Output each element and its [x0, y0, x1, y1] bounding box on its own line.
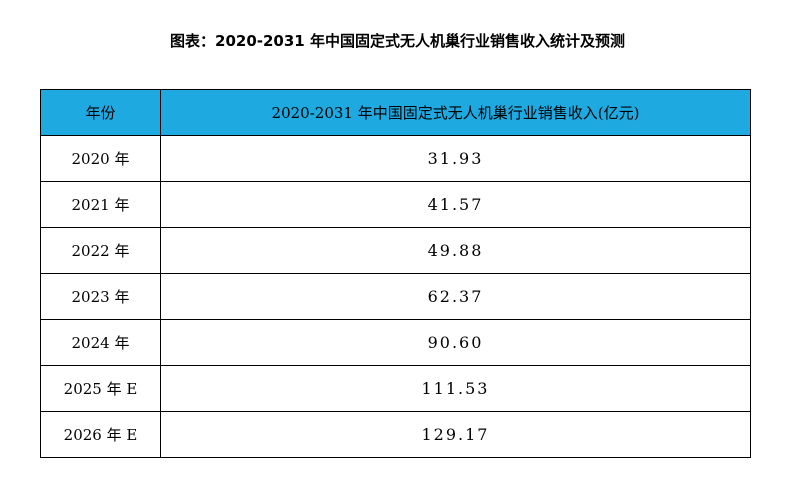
table-header: 年份 2020-2031 年中国固定式无人机巢行业销售收入(亿元) [40, 89, 751, 136]
year-cell: 2025 年 E [40, 365, 161, 412]
table-row: 2021 年 41.57 [40, 181, 751, 228]
data-table: 年份 2020-2031 年中国固定式无人机巢行业销售收入(亿元) 2020 年… [40, 89, 751, 458]
table-row: 2022 年 49.88 [40, 227, 751, 274]
header-cell: 年份 [40, 89, 161, 136]
header-row: 年份 2020-2031 年中国固定式无人机巢行业销售收入(亿元) [40, 89, 751, 136]
table-row: 2023 年 62.37 [40, 273, 751, 320]
year-cell: 2023 年 [40, 273, 161, 320]
table-row: 2025 年 E 111.53 [40, 365, 751, 412]
value-cell: 129.17 [160, 411, 751, 458]
value-cell: 90.60 [160, 319, 751, 366]
year-cell: 2026 年 E [40, 411, 161, 458]
value-cell: 62.37 [160, 273, 751, 320]
table-row: 2024 年 90.60 [40, 319, 751, 366]
table-row: 2020 年 31.93 [40, 135, 751, 182]
table-row: 2026 年 E 129.17 [40, 411, 751, 458]
year-cell: 2020 年 [40, 135, 161, 182]
year-cell: 2021 年 [40, 181, 161, 228]
year-cell: 2022 年 [40, 227, 161, 274]
value-cell: 41.57 [160, 181, 751, 228]
header-cell: 2020-2031 年中国固定式无人机巢行业销售收入(亿元) [160, 89, 751, 136]
value-cell: 49.88 [160, 227, 751, 274]
value-cell: 111.53 [160, 365, 751, 412]
year-cell: 2024 年 [40, 319, 161, 366]
title: 图表：2020-2031 年中国固定式无人机巢行业销售收入统计及预测 [170, 32, 625, 50]
value-cell: 31.93 [160, 135, 751, 182]
